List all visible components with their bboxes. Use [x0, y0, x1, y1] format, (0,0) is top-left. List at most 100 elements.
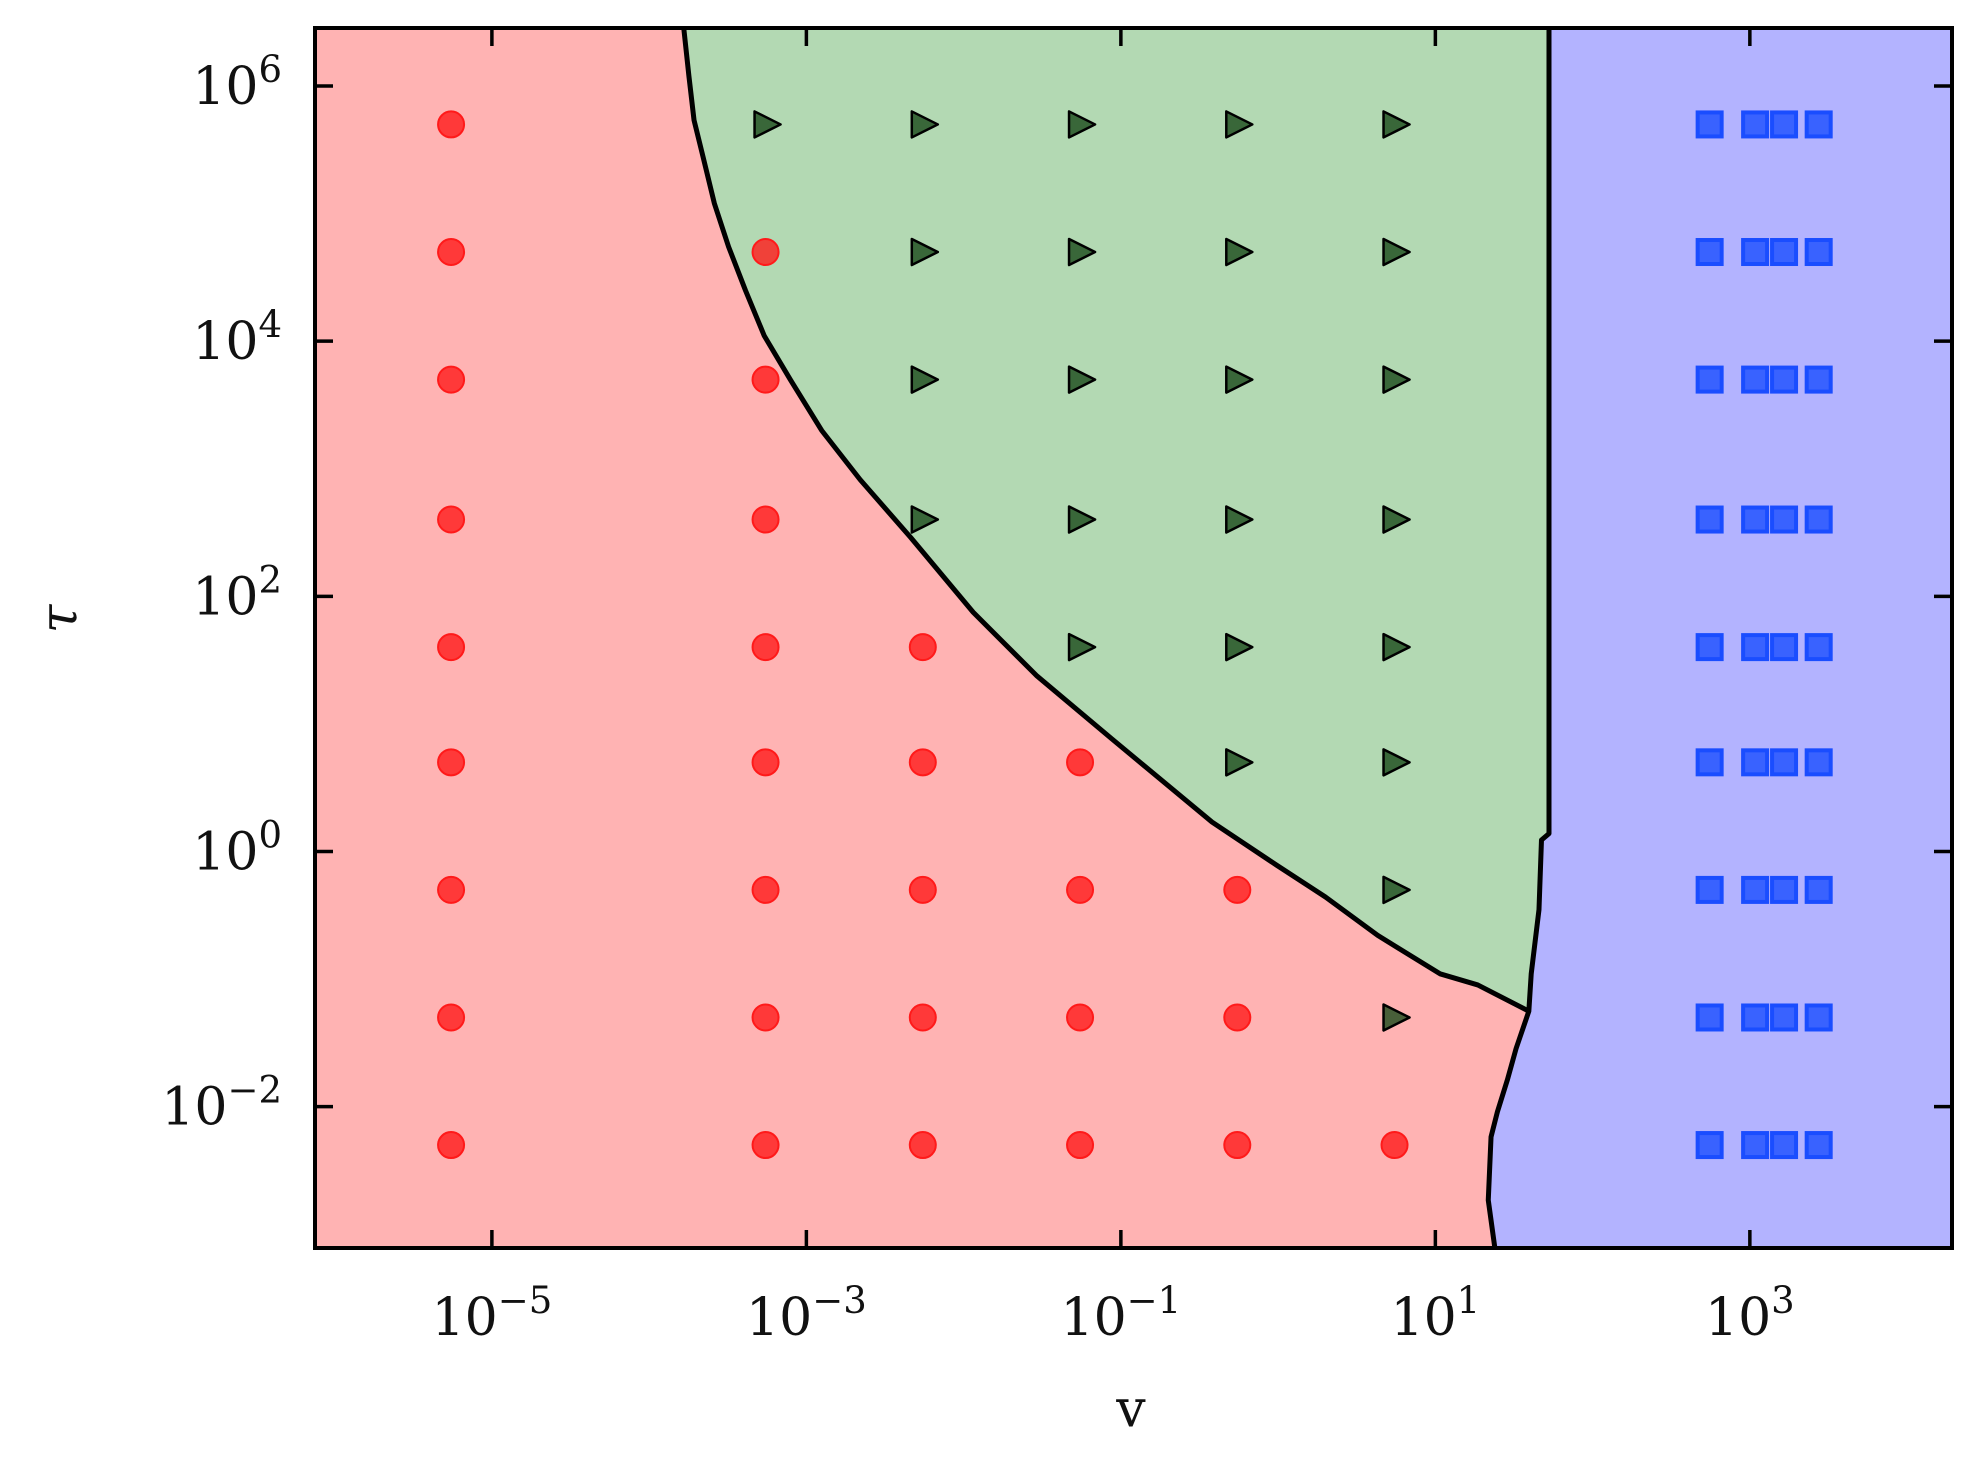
triangle-marker — [1225, 505, 1254, 534]
square-marker — [1770, 1003, 1799, 1032]
tick-label: 101 — [1391, 1279, 1481, 1348]
tick-label: 104 — [192, 303, 282, 372]
triangle-marker — [1067, 632, 1097, 662]
triangle-marker — [1225, 632, 1254, 662]
tick-label-base: 10 — [1391, 1288, 1457, 1348]
tick-label-exponent: 3 — [1771, 1279, 1795, 1322]
tick-label-exponent: 4 — [258, 303, 282, 346]
square-marker — [1770, 748, 1799, 777]
square-marker — [1804, 110, 1833, 139]
square-marker — [1804, 365, 1833, 394]
triangle-marker — [910, 237, 940, 267]
region-fill — [683, 28, 1549, 1012]
tick-label-base: 10 — [161, 1078, 227, 1138]
tick-label-exponent: 0 — [258, 813, 282, 856]
square-marker — [1804, 875, 1833, 904]
circle-marker — [908, 1003, 937, 1032]
circle-marker — [751, 1131, 780, 1160]
triangle-marker — [1225, 110, 1254, 139]
triangle-marker — [1382, 110, 1411, 139]
triangle-marker — [1382, 237, 1411, 267]
square-marker — [1770, 505, 1799, 534]
circle-marker — [1380, 1131, 1409, 1160]
circle-marker — [1223, 1131, 1252, 1160]
marks — [437, 110, 1833, 1160]
triangle-marker — [1225, 365, 1254, 394]
circle-marker — [437, 365, 466, 394]
triangle-marker — [1067, 505, 1097, 534]
circle-marker — [908, 875, 937, 904]
square-marker — [1804, 748, 1833, 777]
square-marker — [1804, 1131, 1833, 1160]
circle-marker — [908, 633, 937, 662]
circle-marker — [437, 1131, 466, 1160]
circle-marker — [1066, 875, 1095, 904]
circle-marker — [1223, 875, 1252, 904]
square-marker — [1741, 748, 1770, 777]
circle-marker — [908, 748, 937, 777]
square-marker — [1770, 1131, 1799, 1160]
circle-marker — [751, 238, 780, 267]
tick-label: 106 — [192, 48, 282, 117]
circle-marker — [751, 1003, 780, 1032]
boundary-line — [1485, 28, 1552, 1248]
square-marker — [1695, 875, 1724, 904]
square-marker — [1770, 238, 1799, 267]
circle-marker — [437, 633, 466, 662]
tick-label-exponent: −2 — [227, 1069, 282, 1112]
triangle-marker — [1067, 110, 1097, 139]
circle-marker — [751, 633, 780, 662]
tick-label: 102 — [192, 558, 282, 627]
circle-marker — [751, 748, 780, 777]
triangle-marker — [753, 110, 782, 139]
tick-label-base: 10 — [746, 1288, 812, 1348]
tick-label: 100 — [192, 813, 282, 882]
square-marker — [1695, 748, 1724, 777]
square-marker — [1741, 875, 1770, 904]
square-marker — [1804, 1003, 1833, 1032]
circle-marker — [437, 110, 466, 139]
square-marker — [1695, 1003, 1724, 1032]
y-axis-label: τ — [30, 603, 90, 633]
square-marker — [1741, 110, 1770, 139]
square-marker — [1695, 505, 1724, 534]
tick-label-exponent: −5 — [498, 1279, 553, 1322]
tick-label: 10−2 — [161, 1069, 282, 1138]
x-axis-label: v — [1115, 1380, 1146, 1440]
triangle-marker — [910, 365, 940, 394]
square-marker — [1741, 505, 1770, 534]
triangle-marker — [1382, 748, 1411, 777]
tick-label-exponent: 1 — [1457, 1279, 1481, 1322]
square-marker — [1770, 633, 1799, 662]
square-marker — [1770, 875, 1799, 904]
triangle-marker — [1382, 632, 1411, 662]
tick-label: 10−5 — [432, 1279, 553, 1348]
tick-label-base: 10 — [192, 567, 258, 627]
tick-label-base: 10 — [192, 312, 258, 372]
tick-label-base: 10 — [192, 57, 258, 117]
circle-marker — [1223, 1003, 1252, 1032]
square-marker — [1770, 365, 1799, 394]
circle-marker — [437, 875, 466, 904]
tick-label-exponent: 6 — [258, 48, 282, 91]
tick-label-exponent: 2 — [258, 558, 282, 601]
square-marker — [1741, 365, 1770, 394]
triangle-marker — [1225, 237, 1254, 267]
triangle-marker — [1067, 365, 1097, 394]
square-marker — [1695, 1131, 1724, 1160]
tick-label-base: 10 — [1061, 1288, 1127, 1348]
triangle-marker — [1382, 505, 1411, 534]
region-fill — [1488, 28, 1952, 1248]
tick-label: 10−3 — [746, 1279, 867, 1348]
square-marker — [1770, 110, 1799, 139]
tick-label: 103 — [1705, 1279, 1795, 1348]
tick-label: 10−1 — [1061, 1279, 1182, 1348]
square-marker — [1695, 110, 1724, 139]
circle-marker — [751, 875, 780, 904]
tick-label-base: 10 — [192, 822, 258, 882]
circle-marker — [1066, 1003, 1095, 1032]
triangle-marker — [910, 110, 940, 139]
square-marker — [1804, 505, 1833, 534]
